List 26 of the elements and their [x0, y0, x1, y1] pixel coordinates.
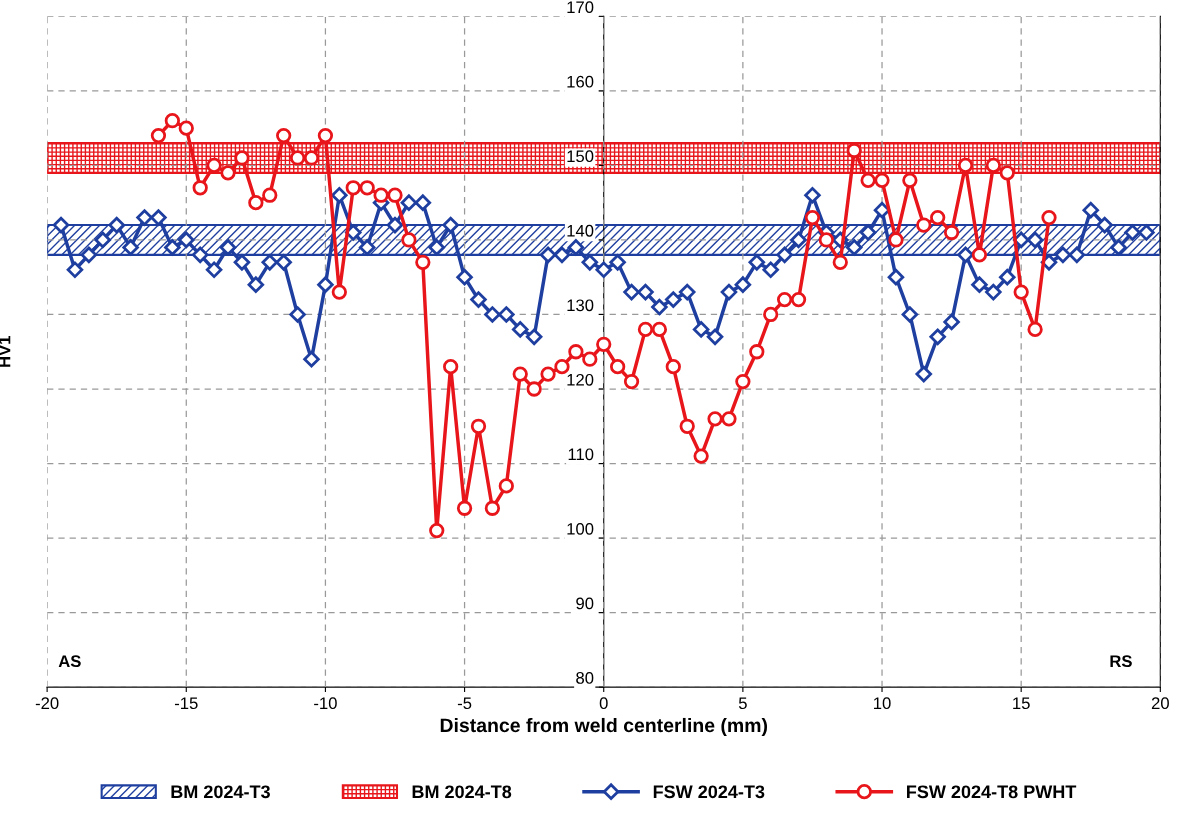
- y-tick-label: 130: [567, 299, 594, 312]
- x-tick-label: 20: [1151, 697, 1169, 710]
- x-tick-label: -10: [314, 697, 337, 710]
- x-tick-label: 10: [874, 697, 891, 710]
- x-tick-label: 5: [738, 697, 747, 710]
- legend-label: FSW 2024-T8 PWHT: [907, 785, 1077, 799]
- y-tick-label: 90: [576, 597, 594, 610]
- y-tick-label: 170: [567, 1, 594, 14]
- legend-label: FSW 2024-T3: [653, 785, 765, 799]
- y-tick-label: 120: [567, 373, 594, 386]
- y-tick-label: 80: [576, 672, 594, 684]
- y-tick-label: 110: [568, 448, 594, 461]
- x-tick-label: -15: [174, 697, 198, 710]
- y-tick-label: 140: [567, 224, 594, 237]
- x-tick-label: -20: [35, 697, 59, 710]
- legend-label: BM 2024-T3: [171, 785, 270, 799]
- x-tick-label: -5: [457, 697, 472, 710]
- x-axis-title: Distance from weld centerline (mm): [440, 717, 767, 737]
- x-tick-label: 0: [599, 697, 608, 710]
- legend-label: BM 2024-T8: [412, 785, 512, 799]
- annotation: AS: [58, 655, 81, 668]
- y-tick-label: 100: [567, 522, 594, 535]
- x-tick-label: 15: [1013, 697, 1030, 710]
- annotation: RS: [1110, 655, 1132, 668]
- y-tick-label: 160: [567, 75, 594, 88]
- y-tick-label: 150: [567, 150, 594, 163]
